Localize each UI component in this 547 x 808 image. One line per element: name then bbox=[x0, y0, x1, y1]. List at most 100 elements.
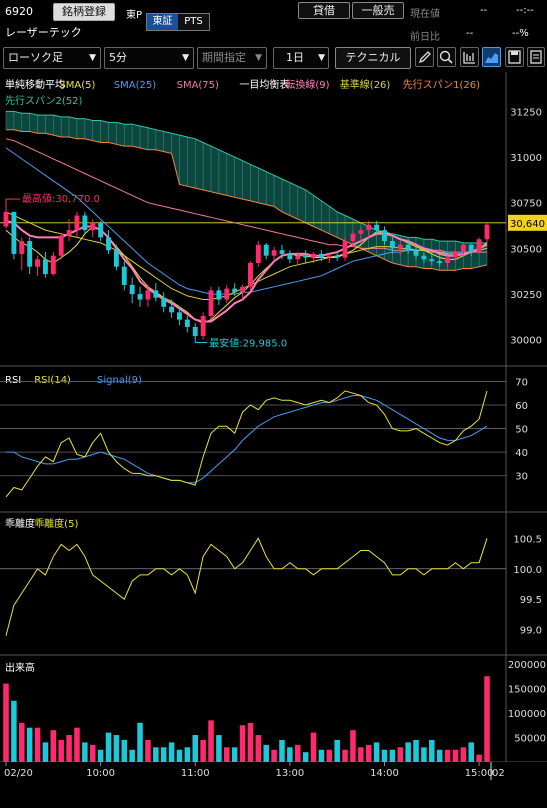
save-icon[interactable] bbox=[505, 47, 524, 67]
interval-select[interactable]: 5分 ▼ bbox=[104, 47, 194, 69]
rsi-tick-label: 70 bbox=[515, 377, 528, 388]
x-tick-label: 14:00 bbox=[370, 768, 399, 779]
chart-area[interactable]: 30000 30250 30500 30750 31000 31250 30,640 最高値:… bbox=[0, 72, 547, 808]
tab-pts[interactable]: PTS bbox=[178, 14, 209, 30]
current-price-label: 30,640 bbox=[510, 219, 545, 230]
volume-bar bbox=[365, 744, 372, 762]
kumo-cloud-segment bbox=[368, 226, 377, 257]
volume-bar bbox=[184, 747, 191, 762]
volume-bar bbox=[3, 683, 9, 762]
chart-type-select[interactable]: ローソク足 ▼ bbox=[3, 47, 101, 69]
price-tick-label: 30500 bbox=[510, 244, 542, 255]
x-axis-bg bbox=[0, 762, 547, 808]
interval-value: 5分 bbox=[109, 51, 127, 64]
exchange-tabs: 東証 PTS bbox=[146, 13, 210, 31]
sma25-line bbox=[5, 147, 488, 295]
candle-body bbox=[382, 230, 387, 242]
price-legend-item: SMA(25) bbox=[114, 80, 156, 91]
volume-legend-item: 出来高 bbox=[5, 661, 35, 674]
rsi-tick-label: 60 bbox=[515, 401, 528, 412]
candle-body bbox=[255, 244, 261, 264]
volume-bar bbox=[287, 747, 293, 762]
margin-button[interactable]: 貸借 bbox=[298, 2, 350, 19]
candle-body bbox=[153, 290, 159, 298]
candle-body bbox=[3, 211, 9, 227]
candle-body bbox=[326, 255, 332, 258]
volume-bar bbox=[342, 749, 348, 762]
candle-body bbox=[192, 326, 198, 337]
candle-body bbox=[200, 315, 206, 337]
candle-body bbox=[106, 237, 111, 251]
volume-bar bbox=[97, 749, 104, 762]
kumo-cloud-segment bbox=[84, 118, 94, 142]
technical-button[interactable]: テクニカル bbox=[335, 47, 411, 69]
volume-bar bbox=[105, 732, 112, 762]
settings-icon[interactable] bbox=[527, 47, 545, 67]
price-legend-item: 一目均衡表 bbox=[239, 78, 289, 91]
rsi-legend-item: Signal(9) bbox=[97, 375, 142, 386]
volume-bar bbox=[168, 742, 175, 762]
change-value: -- bbox=[466, 28, 474, 39]
dev-legend-item: 乖離度(5) bbox=[34, 517, 78, 530]
kumo-cloud-segment bbox=[187, 136, 196, 189]
rsi-line bbox=[5, 390, 488, 498]
kumo-cloud-segment bbox=[100, 120, 109, 143]
candle-body bbox=[145, 290, 151, 300]
candle-body bbox=[90, 222, 96, 231]
zoom-icon[interactable] bbox=[437, 47, 456, 67]
dev-tick-label: 100.5 bbox=[513, 534, 542, 545]
x-tick-label: 15:00 bbox=[465, 768, 494, 779]
register-button[interactable]: 銘柄登録 bbox=[53, 3, 115, 21]
candle-body bbox=[208, 290, 214, 316]
kumo-cloud-segment bbox=[210, 145, 220, 194]
sma5-line bbox=[5, 225, 488, 324]
area-chart-icon[interactable] bbox=[482, 47, 501, 67]
candle-body bbox=[374, 224, 380, 231]
price-legend-item: SMA(5) bbox=[59, 80, 95, 91]
span2-line bbox=[6, 110, 487, 244]
candle-body bbox=[169, 306, 175, 313]
volume-bar bbox=[405, 742, 411, 762]
volume-profile-icon[interactable] bbox=[460, 47, 479, 67]
kumo-cloud-segment bbox=[29, 112, 38, 134]
volume-bar bbox=[74, 727, 80, 762]
volume-bar bbox=[26, 727, 33, 762]
volume-tick-label: 200000 bbox=[508, 660, 546, 671]
kumo-cloud-segment bbox=[123, 123, 133, 147]
price-tick-label: 30250 bbox=[510, 290, 542, 301]
low-annotation: 最安値:29,985.0 bbox=[209, 336, 287, 349]
x-tick-label: 02/20 bbox=[4, 768, 33, 779]
kumo-cloud-segment bbox=[155, 129, 165, 152]
kumo-cloud-segment bbox=[194, 138, 204, 191]
volume-bar bbox=[89, 744, 96, 762]
kumo-cloud-segment bbox=[226, 152, 235, 198]
span-select[interactable]: 1日 ▼ bbox=[273, 47, 329, 69]
kumo-cloud-segment bbox=[53, 114, 62, 138]
price-tick-label: 31250 bbox=[510, 107, 542, 118]
candle-body bbox=[184, 319, 190, 327]
kumo-cloud-segment bbox=[68, 116, 78, 140]
candle-body bbox=[271, 250, 277, 256]
general-sell-button[interactable]: 一般売 bbox=[352, 2, 404, 19]
change-label: 前日比 bbox=[410, 32, 440, 43]
volume-bar bbox=[302, 752, 309, 762]
candle-body bbox=[247, 263, 253, 287]
chevron-down-icon: ▼ bbox=[182, 53, 189, 63]
pen-icon[interactable] bbox=[415, 47, 434, 67]
kumo-cloud-segment bbox=[139, 125, 149, 151]
volume-bar bbox=[66, 735, 72, 762]
period-value: 期間指定 bbox=[202, 51, 246, 64]
volume-bar bbox=[153, 747, 159, 762]
kumo-cloud-segment bbox=[13, 111, 23, 132]
time-value: --:-- bbox=[516, 5, 534, 16]
kumo-cloud-segment bbox=[60, 116, 70, 138]
volume-bar bbox=[58, 739, 64, 762]
tab-tosho[interactable]: 東証 bbox=[147, 14, 178, 30]
candle-body bbox=[224, 288, 230, 300]
volume-bar bbox=[82, 742, 88, 762]
candle-body bbox=[98, 222, 104, 238]
period-select[interactable]: 期間指定 ▼ bbox=[197, 47, 267, 69]
volume-bar bbox=[326, 749, 333, 762]
candle-body bbox=[295, 255, 301, 260]
volume-bar bbox=[429, 739, 435, 762]
